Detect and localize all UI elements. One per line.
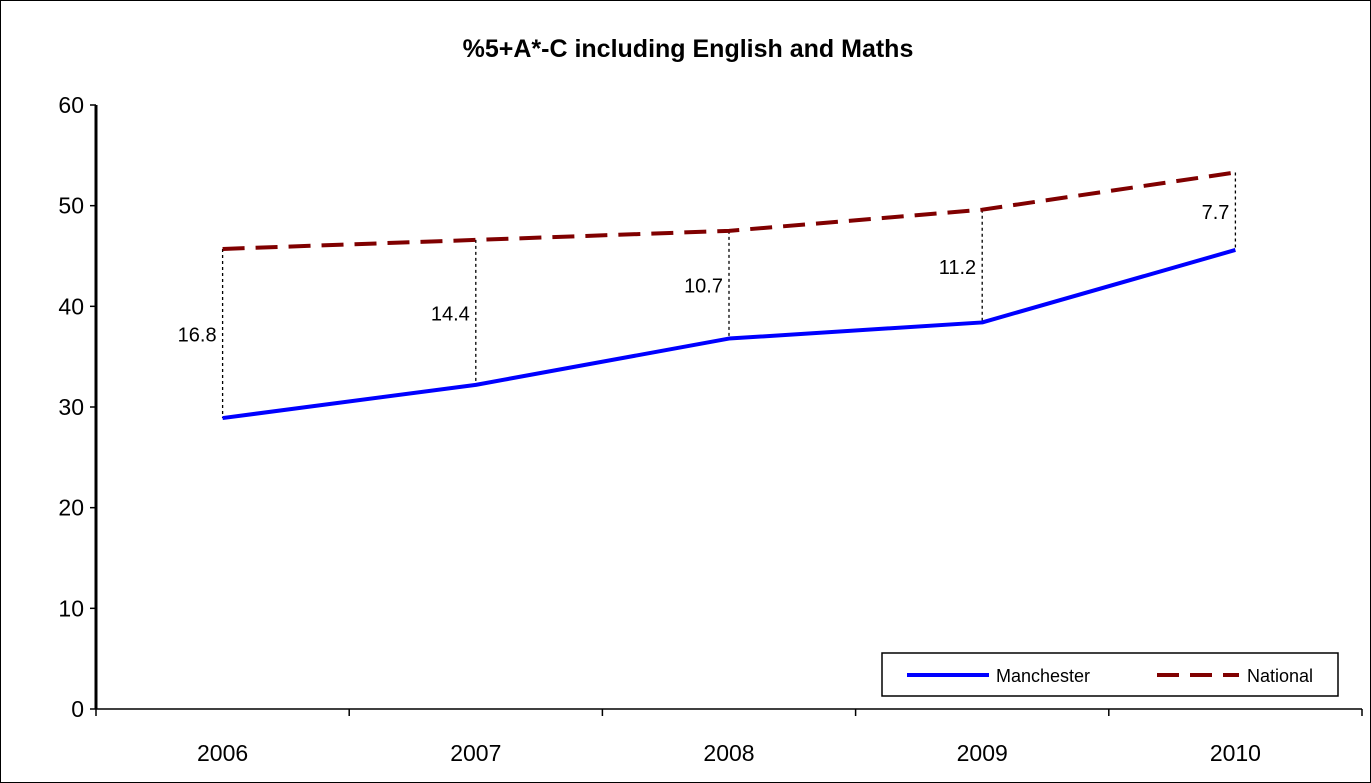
gap-label: 16.8 bbox=[178, 325, 217, 347]
legend: Manchester National bbox=[881, 652, 1339, 697]
x-tick-label: 2010 bbox=[1210, 740, 1261, 766]
y-tick-label: 0 bbox=[71, 696, 84, 722]
y-tick-label: 50 bbox=[58, 193, 84, 219]
x-axis-ticks: 2006 2007 2008 2009 2010 bbox=[95, 709, 1363, 766]
y-tick-label: 60 bbox=[58, 92, 84, 118]
chart-title: %5+A*-C including English and Maths bbox=[463, 35, 914, 63]
y-tick-label: 20 bbox=[58, 495, 84, 521]
series-line-manchester bbox=[222, 248, 1236, 421]
gap-label: 7.7 bbox=[1202, 202, 1230, 224]
x-tick-label: 2007 bbox=[450, 740, 501, 766]
y-tick-label: 10 bbox=[58, 595, 84, 621]
gap-label: 11.2 bbox=[939, 257, 976, 279]
series-line-national bbox=[222, 170, 1236, 251]
y-tick-label: 40 bbox=[58, 293, 84, 319]
gap-label: 10.7 bbox=[684, 276, 723, 298]
x-tick-label: 2006 bbox=[197, 740, 248, 766]
y-tick-label: 30 bbox=[58, 394, 84, 420]
series-lines bbox=[222, 170, 1236, 421]
x-tick-label: 2009 bbox=[957, 740, 1008, 766]
gap-label: 14.4 bbox=[431, 303, 470, 325]
x-tick-label: 2008 bbox=[703, 740, 754, 766]
gap-labels: 16.8 14.4 10.7 11.2 7.7 bbox=[178, 202, 1230, 346]
legend-label-manchester: Manchester bbox=[996, 666, 1090, 686]
y-axis-ticks: 0 10 20 30 40 50 60 bbox=[58, 92, 96, 722]
legend-label-national: National bbox=[1247, 666, 1313, 686]
gap-droplines bbox=[221, 172, 1237, 419]
